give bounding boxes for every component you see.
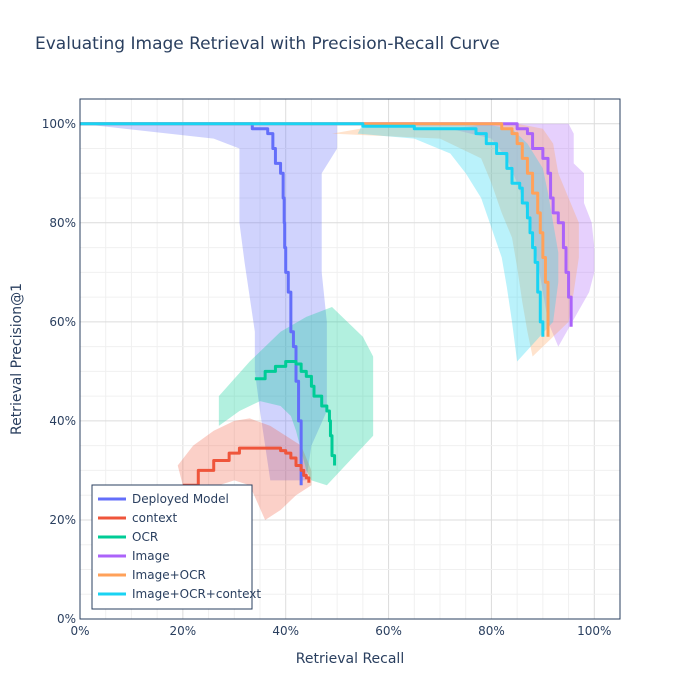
legend-label: Image+OCR+context — [132, 587, 261, 601]
y-tick-label: 20% — [49, 513, 76, 527]
x-tick-label: 100% — [577, 624, 611, 638]
y-tick-label: 40% — [49, 414, 76, 428]
plot-frame — [79, 98, 621, 620]
y-tick-label: 0% — [57, 612, 76, 626]
x-axis-label: Retrieval Recall — [296, 651, 404, 667]
x-tick-labels: 0% 20% 40% 60% 80% 100% — [70, 624, 611, 638]
confidence-band — [357, 123, 559, 362]
confidence-band — [218, 307, 374, 486]
series-line — [80, 122, 550, 337]
legend-label: Image — [132, 549, 170, 563]
series-line — [80, 122, 573, 327]
y-tick-label: 100% — [42, 117, 76, 131]
x-tick-label: 80% — [478, 624, 505, 638]
series-line — [80, 122, 303, 486]
series-line — [254, 359, 337, 466]
legend: Deployed Model context OCR Image Image+OCR Im… — [91, 484, 261, 610]
legend-label: context — [132, 511, 178, 525]
y-tick-label: 60% — [49, 315, 76, 329]
confidence-band — [80, 123, 338, 481]
confidence-band — [177, 418, 312, 520]
legend-label: OCR — [132, 530, 158, 544]
x-tick-label: 40% — [272, 624, 299, 638]
x-tick-label: 20% — [170, 624, 197, 638]
series-line — [182, 446, 311, 487]
series-lines — [80, 122, 573, 487]
y-tick-label: 80% — [49, 216, 76, 230]
confidence-band — [450, 123, 595, 347]
chart-title: Evaluating Image Retrieval with Precisio… — [35, 34, 500, 54]
legend-label: Image+OCR — [132, 568, 206, 582]
legend-box — [91, 484, 253, 610]
legend-label: Deployed Model — [132, 492, 229, 506]
y-tick-labels: 0% 20% 40% 60% 80% 100% — [42, 117, 76, 626]
x-tick-label: 60% — [375, 624, 402, 638]
y-axis-label: Retrieval Precision@1 — [9, 283, 25, 435]
series-line — [80, 122, 545, 337]
x-tick-label: 0% — [70, 624, 89, 638]
